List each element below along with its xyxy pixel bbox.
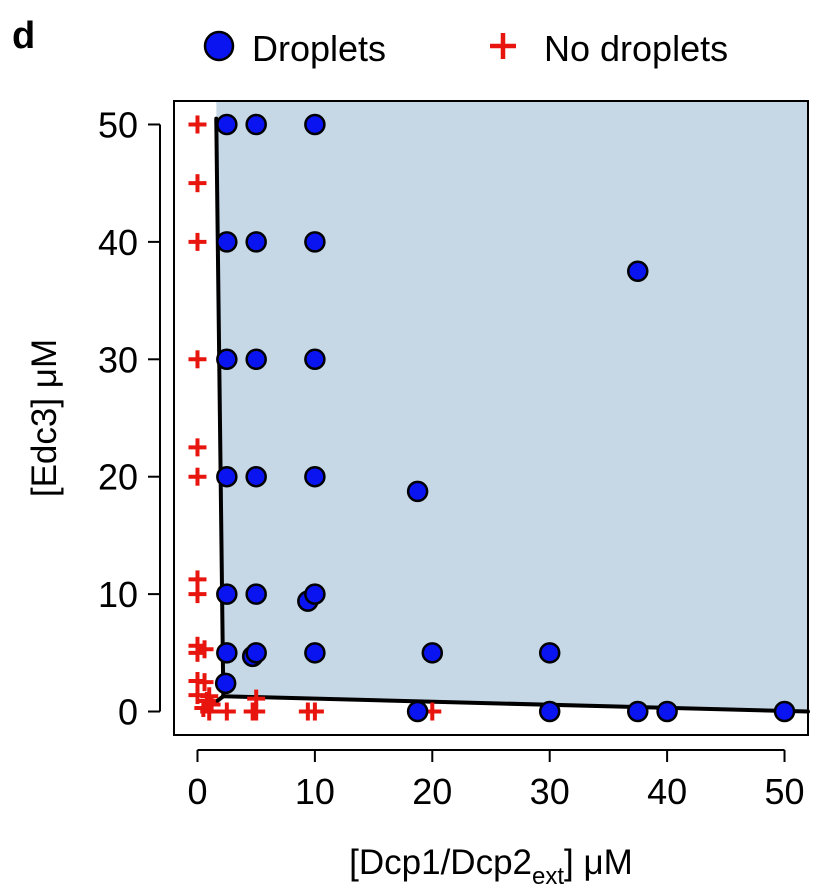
droplets-point [538,700,561,723]
y-tick-label: 0 [118,692,138,733]
droplets-point [245,583,267,605]
droplets-point [216,642,238,664]
droplets-point [216,583,238,605]
x-axis-title-subscript: ext [532,863,564,890]
y-tick-label: 40 [98,222,138,263]
boundary-line [221,694,810,714]
legend-droplets-marker [203,30,235,62]
droplets-point [304,113,326,136]
droplets-point [421,642,444,664]
no-droplets-series [188,115,442,721]
droplets-point [216,465,238,488]
droplets-point [773,700,796,723]
no-droplets-point [247,702,266,721]
droplets-point [538,642,561,664]
plot-frame [173,100,809,736]
no-droplets-point [188,115,207,134]
panel-label: d [12,15,35,57]
no-droplets-point [188,232,207,251]
x-tick-label: 10 [295,771,335,812]
droplets-point [304,348,326,371]
x-tick-label: 20 [412,771,452,812]
droplets-point [406,700,429,723]
y-tick-label: 30 [98,339,138,380]
x-axis-title: [Dcp1/Dcp2ext] μM [349,843,633,890]
droplets-point [304,231,326,253]
no-droplets-point [217,702,236,721]
legend-droplets-label: Droplets [252,28,386,69]
no-droplets-point [188,467,207,486]
y-tick-label: 20 [98,457,138,498]
droplets-series [214,113,796,723]
no-droplets-point [305,702,324,721]
droplets-point [627,700,649,723]
no-droplets-point [188,585,207,604]
droplets-point [216,348,238,371]
y-axis-title: [Edc3] μM [25,339,64,497]
droplets-point [656,700,678,723]
no-droplets-point [188,643,207,662]
y-tick-label: 10 [98,574,138,615]
x-axis: 0 10 20 30 40 50 [187,749,805,812]
droplets-point [245,348,267,371]
x-axis-title-suffix: ] μM [564,843,633,882]
x-tick-label: 50 [764,771,804,812]
droplets-point [245,642,267,664]
no-droplets-point [195,673,214,692]
droplets-point [216,231,238,253]
droplets-point [214,672,237,695]
legend: Droplets No droplets [203,28,728,69]
droplets-point [627,260,649,282]
droplet-region-shading [216,101,808,712]
no-droplets-point [200,702,219,721]
droplets-point [304,465,326,488]
no-droplets-point [188,438,207,457]
x-tick-label: 0 [187,771,207,812]
x-axis-title-prefix: [Dcp1/Dcp2 [349,843,532,882]
y-axis: 0 10 20 30 40 50 [98,104,161,733]
x-tick-label: 40 [647,771,687,812]
droplets-point [304,583,326,605]
no-droplets-point [188,174,207,193]
droplets-point [245,113,267,136]
droplets-point [216,113,238,136]
x-tick-label: 30 [530,771,570,812]
no-droplets-point [188,350,207,369]
y-tick-label: 50 [98,104,138,145]
droplets-point [245,465,267,488]
droplets-point [406,480,429,503]
legend-no-droplets-label: No droplets [544,28,728,69]
droplets-point [245,231,267,253]
droplets-point [304,642,326,664]
legend-no-droplets-marker [490,33,516,59]
